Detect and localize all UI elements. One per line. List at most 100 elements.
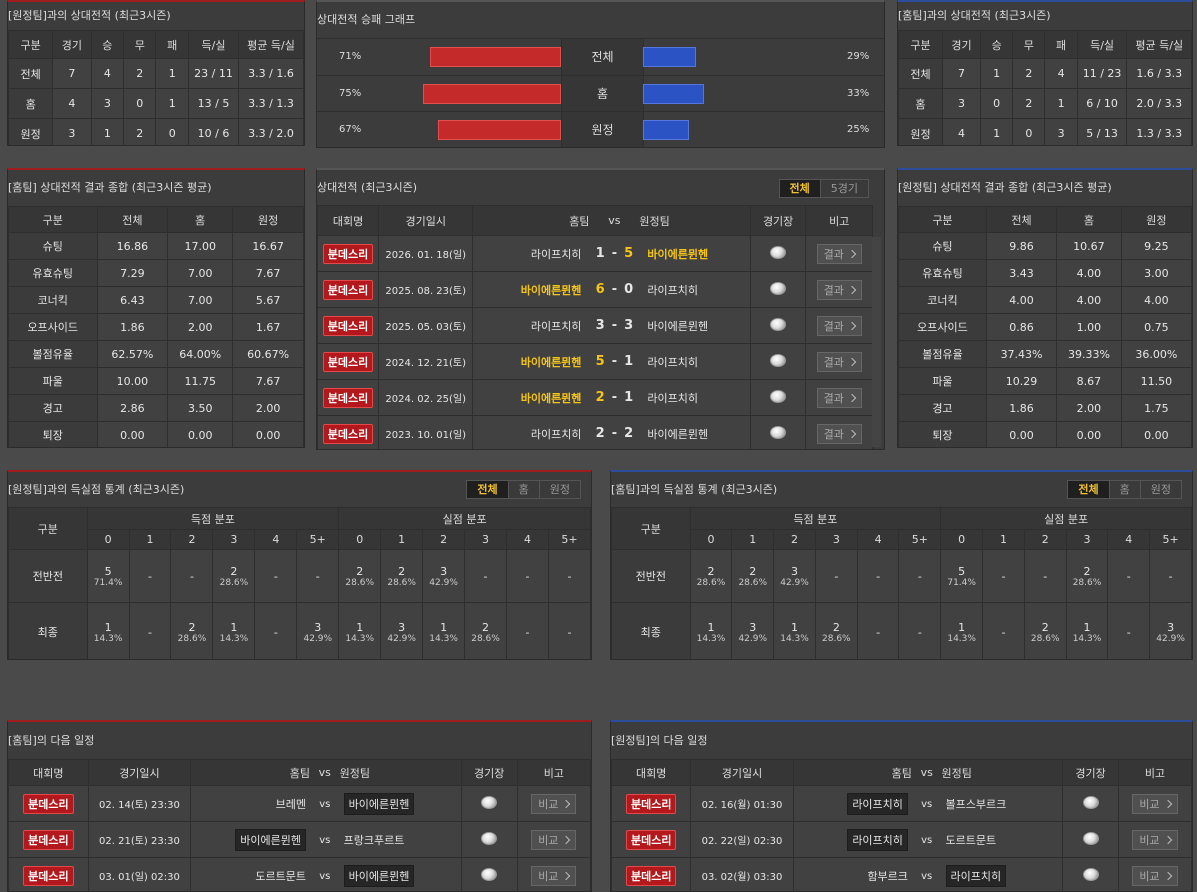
tab[interactable]: 홈: [507, 481, 539, 498]
column-header: 구분: [8, 206, 98, 233]
tab[interactable]: 전체: [1068, 481, 1109, 498]
stadium-icon[interactable]: [1082, 831, 1099, 845]
home-team: 함부르크: [867, 869, 908, 883]
table-cell: 7.00: [167, 286, 234, 314]
goals-row: 전반전 5 71.4% - -2 28.6% - -2 28.6% 2 28.6% 3 42.9% - - -: [8, 549, 591, 603]
goals-cell: 3 42.9%: [1149, 602, 1192, 659]
tab[interactable]: 5경기: [819, 180, 868, 197]
table-cell: 3.50: [167, 394, 234, 422]
goals-cell: -: [814, 549, 858, 603]
result-button[interactable]: 결과: [816, 315, 862, 336]
goals-cell: -: [1107, 602, 1151, 659]
compare-button[interactable]: 비교: [1132, 793, 1178, 814]
row-label: 유효슈팅: [898, 259, 987, 287]
table-cell: 7.67: [232, 259, 304, 287]
chevron: [847, 429, 857, 438]
table-cell: 1.3 / 3.3: [1126, 118, 1192, 145]
row-label: 전반전: [611, 549, 691, 603]
graph-row: 67% 원정 25%: [317, 111, 884, 147]
goals-cell: 2 28.6%: [380, 549, 424, 603]
column-header: 대회명: [8, 759, 89, 786]
stadium-icon[interactable]: [481, 795, 498, 809]
compare-button[interactable]: 비교: [531, 865, 577, 886]
table-row: 홈 4 3 0 1 13 / 5 3.3 / 1.3: [8, 88, 304, 119]
goals-cell: -: [464, 549, 507, 603]
schedule-table: 대회명 경기일시 홈팀 vs 원정팀 경기장 비고 분데스리 02. 16(월) 01:30 라이…: [611, 759, 1192, 891]
tab[interactable]: 홈: [1108, 481, 1140, 498]
table-cell: 바이에른뮌헨: [339, 857, 462, 891]
table-cell: 0.00: [167, 421, 234, 447]
table-cell: 62.57%: [96, 340, 169, 368]
table-cell: 11.75: [167, 367, 234, 395]
league-badge: 분데스리: [322, 351, 374, 372]
bin-header: 0: [338, 529, 382, 550]
cell-count: 1: [356, 620, 364, 634]
cell-count: 5: [958, 564, 966, 578]
row-label: 최종: [611, 602, 691, 659]
home-score: 6: [595, 282, 605, 297]
result-button[interactable]: 결과: [816, 351, 862, 372]
column-header: 홈팀: [793, 759, 912, 786]
compare-button[interactable]: 비교: [531, 793, 577, 814]
home-score: 2: [595, 426, 605, 441]
matches-table: 대회명 경기일시 홈팀 vs 원정팀 경기장 비고 분데스리 2026. 01. 18(일) 라이…: [317, 205, 873, 449]
cell-pct: 14.3%: [947, 633, 976, 644]
tab[interactable]: 원정: [1139, 481, 1181, 498]
tab[interactable]: 전체: [779, 180, 820, 197]
stadium-icon[interactable]: [1082, 867, 1099, 881]
stadium-icon[interactable]: [770, 317, 787, 331]
table-row: 경고 2.86 3.50 2.00: [8, 394, 304, 422]
stadium-icon[interactable]: [770, 281, 787, 295]
stadium-icon[interactable]: [770, 425, 787, 439]
cell-pct: 14.3%: [780, 633, 809, 644]
column-header: 비고: [1117, 759, 1192, 786]
tab[interactable]: 전체: [467, 481, 508, 498]
goals-cell: 2 28.6%: [1065, 549, 1109, 603]
tab[interactable]: 원정: [538, 481, 580, 498]
column-header: 무: [1012, 30, 1046, 59]
column-header: 패: [155, 30, 189, 59]
result-button[interactable]: 결과: [816, 279, 862, 300]
stadium-icon[interactable]: [770, 353, 787, 367]
compare-button[interactable]: 비교: [1132, 829, 1178, 850]
result-button[interactable]: 결과: [816, 243, 862, 264]
stadium-icon[interactable]: [1082, 795, 1099, 809]
result-button[interactable]: 결과: [816, 423, 862, 444]
group-header: 득점 분포: [689, 507, 942, 530]
goals-cell: 2 28.6%: [731, 549, 775, 603]
table-cell: 분데스리: [8, 785, 89, 822]
table-cell: 1: [980, 58, 1014, 89]
cell-pct: 14.3%: [1072, 633, 1102, 644]
table-cell: 라이프치히: [793, 785, 912, 822]
compare-button[interactable]: 비교: [531, 829, 577, 850]
row-label: 볼점유율: [8, 340, 98, 368]
tabs: 전체 5경기: [778, 179, 869, 198]
table-cell: 5 / 13: [1076, 118, 1128, 145]
stadium-icon[interactable]: [481, 867, 498, 881]
cell-pct: 28.6%: [345, 577, 374, 588]
away-team: 바이에른뮌헨: [647, 247, 709, 261]
column-header: 승: [90, 30, 125, 59]
cell-count: -: [1001, 569, 1006, 583]
graph-row: 75% 홈 33%: [317, 74, 884, 112]
match-row: 분데스리 2026. 01. 18(일) 라이프치히 1-5 바이에른뮌헨 결과: [317, 235, 873, 272]
bin-header: 2: [422, 529, 466, 550]
away-team: 라이프치히: [647, 391, 698, 405]
table-cell: [460, 857, 518, 891]
result-button[interactable]: 결과: [816, 387, 862, 408]
table-cell: 라이프치히: [639, 379, 751, 416]
match-row: 분데스리 2024. 12. 21(토) 바이에른뮌헨 5-1 라이프치히 결과: [317, 343, 873, 380]
row-label: 원정: [898, 118, 943, 145]
table-cell: 3.3 / 1.6: [238, 58, 304, 89]
stadium-icon[interactable]: [770, 245, 787, 259]
compare-button[interactable]: 비교: [1132, 865, 1178, 886]
column-header: 전체: [985, 206, 1058, 233]
stadium-icon[interactable]: [770, 389, 787, 403]
home-team: 라이프치히: [530, 427, 582, 441]
cell-count: 2: [749, 564, 757, 578]
home-team: 바이에른뮌헨: [520, 283, 582, 297]
stadium-icon[interactable]: [481, 831, 498, 845]
button-text: 비교: [538, 797, 559, 811]
table-cell: 3: [1044, 118, 1078, 145]
table-cell: [1062, 785, 1119, 822]
